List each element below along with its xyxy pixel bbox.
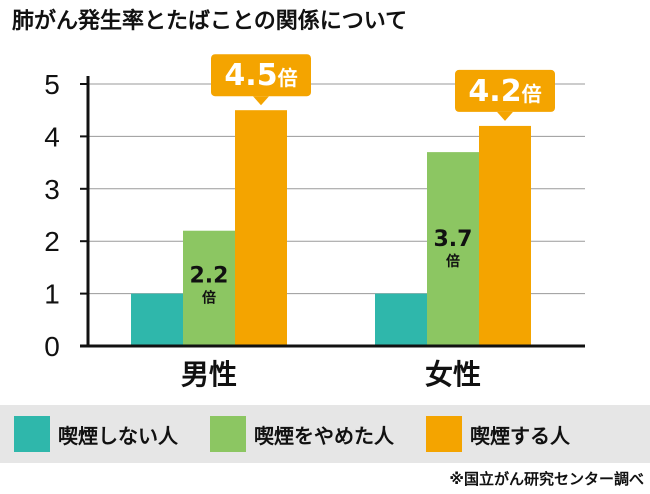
chart-title: 肺がん発生率とたばことの関係について — [12, 8, 407, 34]
legend-label: 喫煙しない人 — [58, 423, 178, 448]
legend-label: 喫煙する人 — [470, 423, 570, 448]
callout-pointer — [497, 111, 513, 121]
data-label: 3.7 — [434, 227, 473, 252]
y-tick-label: 4 — [44, 121, 60, 152]
bar — [131, 293, 183, 346]
callout-box — [211, 54, 311, 97]
bar — [183, 230, 235, 346]
legend-swatch — [210, 416, 246, 452]
legend-item-quit-smoking: 喫煙をやめた人 — [210, 416, 394, 452]
y-tick-label: 3 — [44, 174, 60, 205]
data-label: 4.2倍 — [468, 74, 541, 109]
y-tick-label: 0 — [44, 331, 60, 362]
bar — [235, 110, 287, 346]
bar — [375, 293, 427, 346]
data-label-unit: 倍 — [446, 253, 460, 270]
legend-swatch — [14, 416, 50, 452]
legend: 喫煙しない人 喫煙をやめた人 喫煙する人 — [0, 405, 650, 463]
bar — [427, 152, 479, 346]
data-label: 2.2 — [190, 264, 229, 289]
x-tick-label: 男性 — [181, 358, 237, 391]
data-label-unit: 倍 — [202, 290, 216, 307]
legend-item-never-smoked: 喫煙しない人 — [14, 416, 178, 452]
callout-pointer — [253, 96, 269, 106]
legend-item-smokers: 喫煙する人 — [426, 416, 570, 452]
legend-label: 喫煙をやめた人 — [254, 423, 394, 448]
y-tick-label: 5 — [44, 69, 60, 100]
data-label: 4.5倍 — [224, 58, 297, 93]
y-tick-label: 1 — [44, 279, 60, 310]
legend-swatch — [426, 416, 462, 452]
source-note: ※国立がん研究センター調べ — [449, 470, 644, 488]
data-labels: 2.2倍3.7倍4.5倍 4.2倍 — [190, 54, 555, 307]
axes: 0 1 2 3 4 5 男性 女性 — [44, 69, 585, 391]
y-tick-label: 2 — [44, 226, 60, 257]
x-tick-label: 女性 — [425, 358, 481, 391]
callout-box — [455, 69, 555, 112]
bar — [479, 125, 531, 346]
bars — [131, 110, 531, 346]
